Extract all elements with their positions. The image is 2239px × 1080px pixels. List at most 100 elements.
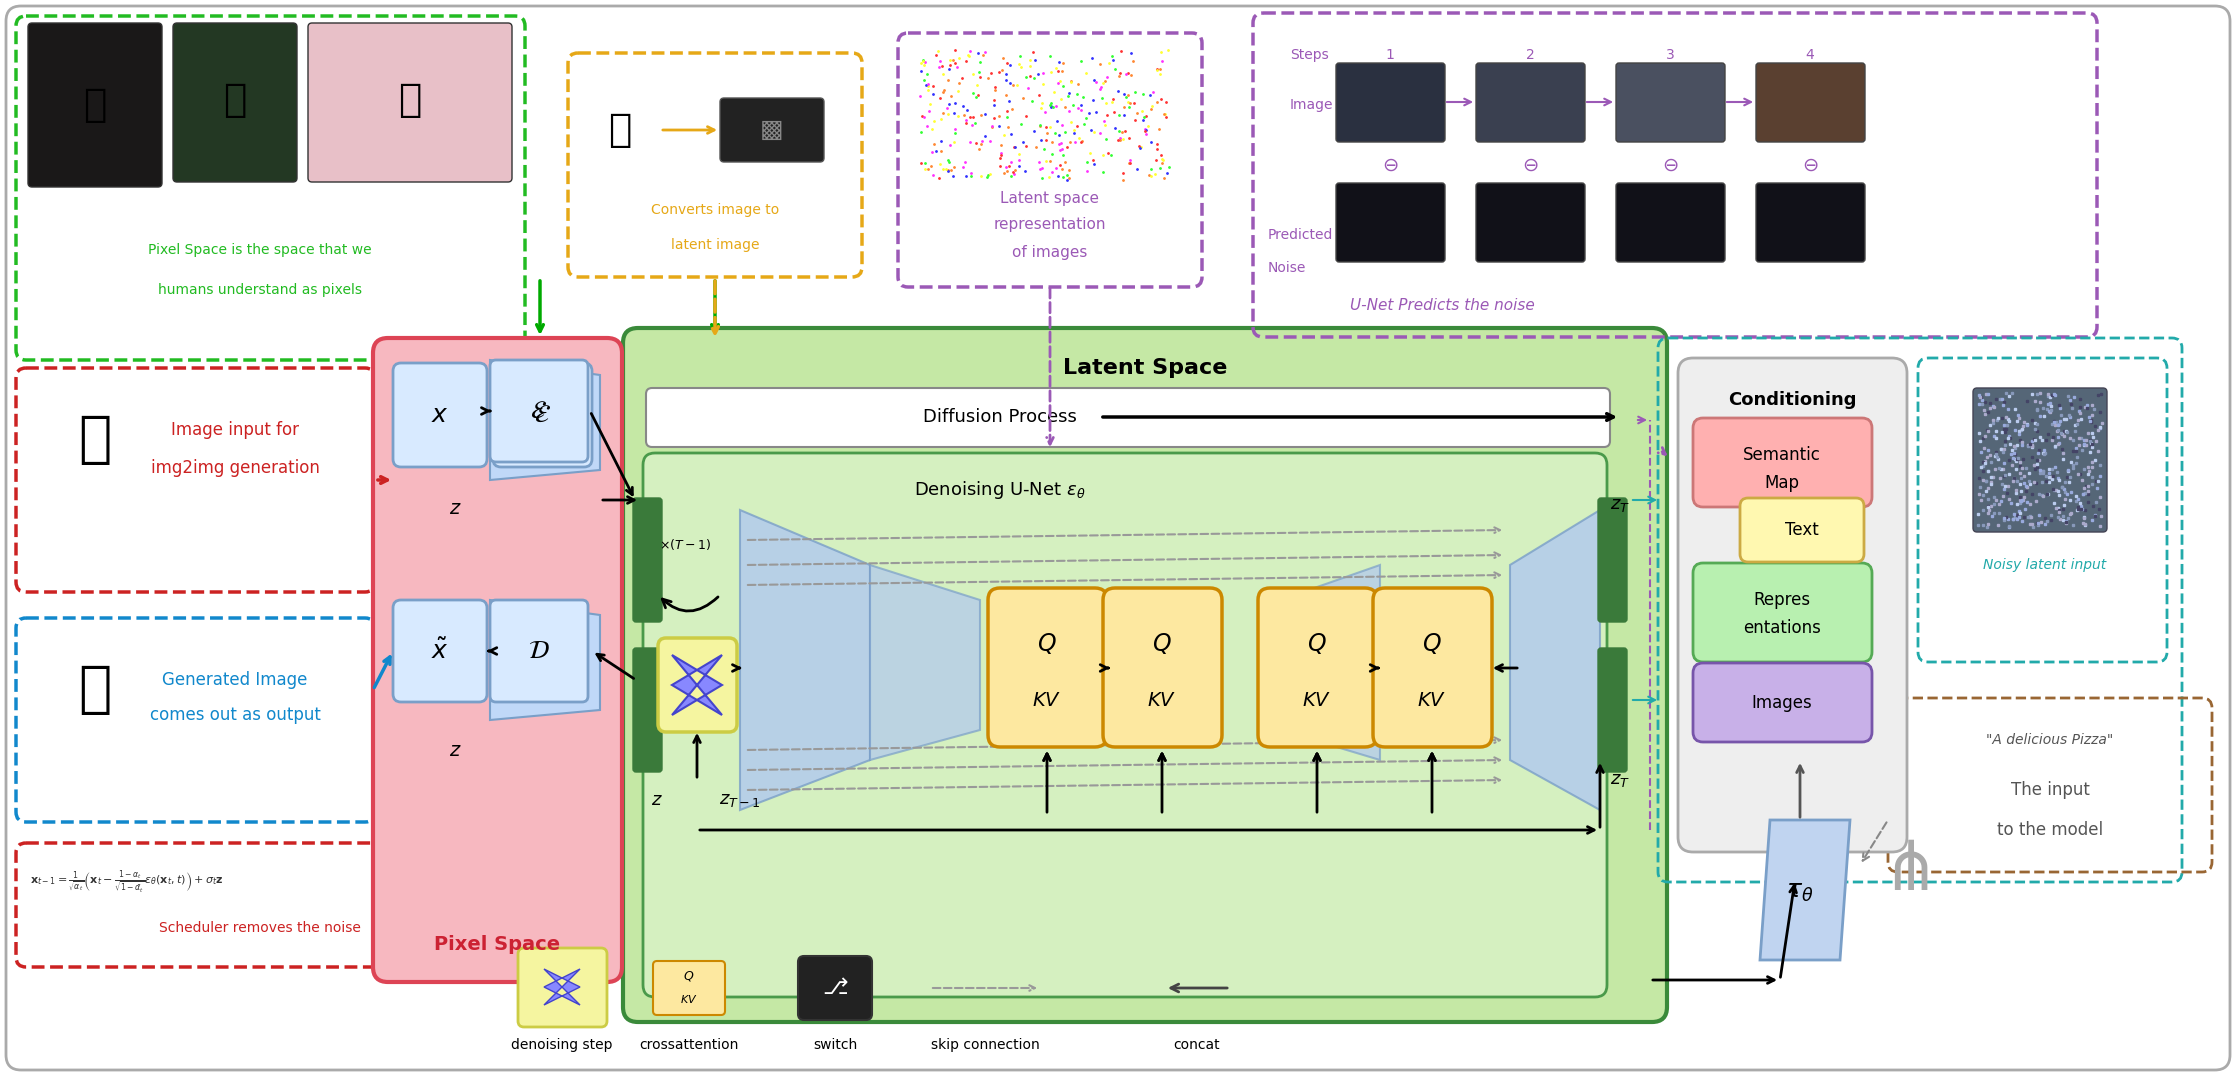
FancyBboxPatch shape <box>658 638 737 732</box>
Text: Image input for: Image input for <box>170 421 300 438</box>
Polygon shape <box>490 360 600 480</box>
FancyBboxPatch shape <box>654 961 725 1015</box>
Text: 🍕: 🍕 <box>78 663 112 717</box>
FancyBboxPatch shape <box>1104 588 1222 747</box>
FancyBboxPatch shape <box>29 23 161 187</box>
Text: Text: Text <box>1784 521 1818 539</box>
FancyBboxPatch shape <box>797 956 871 1020</box>
FancyBboxPatch shape <box>493 363 591 467</box>
Text: $Q$: $Q$ <box>1153 631 1171 656</box>
Text: crossattention: crossattention <box>640 1038 739 1052</box>
Text: U-Net Predicts the noise: U-Net Predicts the noise <box>1350 297 1534 312</box>
Text: $z_T$: $z_T$ <box>1610 496 1630 514</box>
Text: ⎇: ⎇ <box>822 978 849 998</box>
Text: Latent space: Latent space <box>1001 190 1099 205</box>
Text: $x$: $x$ <box>432 403 448 427</box>
FancyBboxPatch shape <box>1476 183 1585 262</box>
Text: Predicted: Predicted <box>1267 228 1334 242</box>
FancyBboxPatch shape <box>1337 183 1444 262</box>
Text: 🐕: 🐕 <box>83 86 107 124</box>
FancyBboxPatch shape <box>634 498 663 622</box>
Text: $KV$: $KV$ <box>1146 690 1178 710</box>
Text: $\tilde{x}$: $\tilde{x}$ <box>432 638 448 663</box>
Text: $z$: $z$ <box>652 791 663 809</box>
Text: ⊖: ⊖ <box>1381 156 1397 175</box>
Text: $KV$: $KV$ <box>1303 690 1332 710</box>
FancyBboxPatch shape <box>1258 588 1377 747</box>
Text: 🌺: 🌺 <box>399 81 421 119</box>
FancyBboxPatch shape <box>1693 563 1872 662</box>
Polygon shape <box>490 600 600 720</box>
Text: Steps: Steps <box>1290 48 1328 62</box>
Text: 🍕: 🍕 <box>78 413 112 467</box>
FancyBboxPatch shape <box>394 600 488 702</box>
Text: $KV$: $KV$ <box>1032 690 1061 710</box>
Text: ⊖: ⊖ <box>1802 156 1818 175</box>
Text: entations: entations <box>1744 619 1820 637</box>
Text: humans understand as pixels: humans understand as pixels <box>159 283 363 297</box>
FancyBboxPatch shape <box>394 363 488 467</box>
Text: $KV$: $KV$ <box>1417 690 1446 710</box>
Text: Noise: Noise <box>1267 261 1305 275</box>
Text: switch: switch <box>813 1038 858 1052</box>
Text: $KV$: $KV$ <box>681 993 699 1005</box>
FancyBboxPatch shape <box>490 600 589 702</box>
Text: Latent Space: Latent Space <box>1064 357 1227 378</box>
FancyBboxPatch shape <box>1740 498 1865 562</box>
FancyBboxPatch shape <box>647 388 1610 447</box>
Polygon shape <box>1760 820 1849 960</box>
FancyBboxPatch shape <box>7 6 2230 1070</box>
Text: representation: representation <box>994 217 1106 232</box>
FancyBboxPatch shape <box>172 23 298 183</box>
Text: $\mathcal{D}$: $\mathcal{D}$ <box>528 639 551 663</box>
Text: 1: 1 <box>1386 48 1395 62</box>
Text: Pixel Space: Pixel Space <box>434 935 560 955</box>
Text: $z_T$: $z_T$ <box>1610 771 1630 789</box>
FancyBboxPatch shape <box>643 453 1608 997</box>
Text: $Q$: $Q$ <box>1422 631 1442 656</box>
Text: $\mathcal{E}$: $\mathcal{E}$ <box>535 403 551 427</box>
FancyBboxPatch shape <box>490 360 589 462</box>
Text: 4: 4 <box>1805 48 1814 62</box>
FancyBboxPatch shape <box>1337 63 1444 141</box>
Text: Converts image to: Converts image to <box>652 203 779 217</box>
FancyBboxPatch shape <box>1973 388 2107 532</box>
FancyBboxPatch shape <box>987 588 1106 747</box>
Text: Map: Map <box>1764 474 1800 492</box>
Text: $\mathcal{E}$: $\mathcal{E}$ <box>531 399 549 423</box>
FancyBboxPatch shape <box>1599 498 1628 622</box>
Text: $z$: $z$ <box>448 741 461 759</box>
Text: img2img generation: img2img generation <box>150 459 320 477</box>
Polygon shape <box>1281 565 1379 760</box>
Text: $z$: $z$ <box>448 499 461 517</box>
Text: 🍕: 🍕 <box>609 111 631 149</box>
FancyBboxPatch shape <box>1677 357 1908 852</box>
FancyArrowPatch shape <box>663 597 719 611</box>
Text: of images: of images <box>1012 244 1088 259</box>
FancyBboxPatch shape <box>374 338 622 982</box>
Polygon shape <box>544 969 580 1005</box>
FancyBboxPatch shape <box>634 648 663 772</box>
Text: ▩: ▩ <box>761 118 784 141</box>
FancyBboxPatch shape <box>1755 183 1865 262</box>
FancyBboxPatch shape <box>1599 648 1628 772</box>
Text: Semantic: Semantic <box>1744 446 1820 464</box>
Text: 3: 3 <box>1666 48 1675 62</box>
Text: Conditioning: Conditioning <box>1729 391 1856 409</box>
Text: $\mathbf{x}_{t-1}=\frac{1}{\sqrt{\alpha_t}}\left(\mathbf{x}_t-\frac{1-\alpha_t}{: $\mathbf{x}_{t-1}=\frac{1}{\sqrt{\alpha_… <box>29 868 224 896</box>
Text: ⊖: ⊖ <box>1523 156 1538 175</box>
FancyBboxPatch shape <box>309 23 513 183</box>
FancyBboxPatch shape <box>1476 63 1585 141</box>
Text: Noisy latent input: Noisy latent input <box>1984 558 2107 572</box>
Text: ⋔: ⋔ <box>1881 837 1939 904</box>
FancyBboxPatch shape <box>622 328 1668 1022</box>
Text: concat: concat <box>1173 1038 1220 1052</box>
Polygon shape <box>741 510 871 810</box>
Text: 🦜: 🦜 <box>224 81 246 119</box>
Text: denoising step: denoising step <box>510 1038 613 1052</box>
Text: $\times(T-1)$: $\times(T-1)$ <box>658 538 712 553</box>
FancyBboxPatch shape <box>1755 63 1865 141</box>
FancyBboxPatch shape <box>1693 418 1872 507</box>
Text: ⊖: ⊖ <box>1661 156 1679 175</box>
Text: "A delicious Pizza": "A delicious Pizza" <box>1986 733 2114 747</box>
